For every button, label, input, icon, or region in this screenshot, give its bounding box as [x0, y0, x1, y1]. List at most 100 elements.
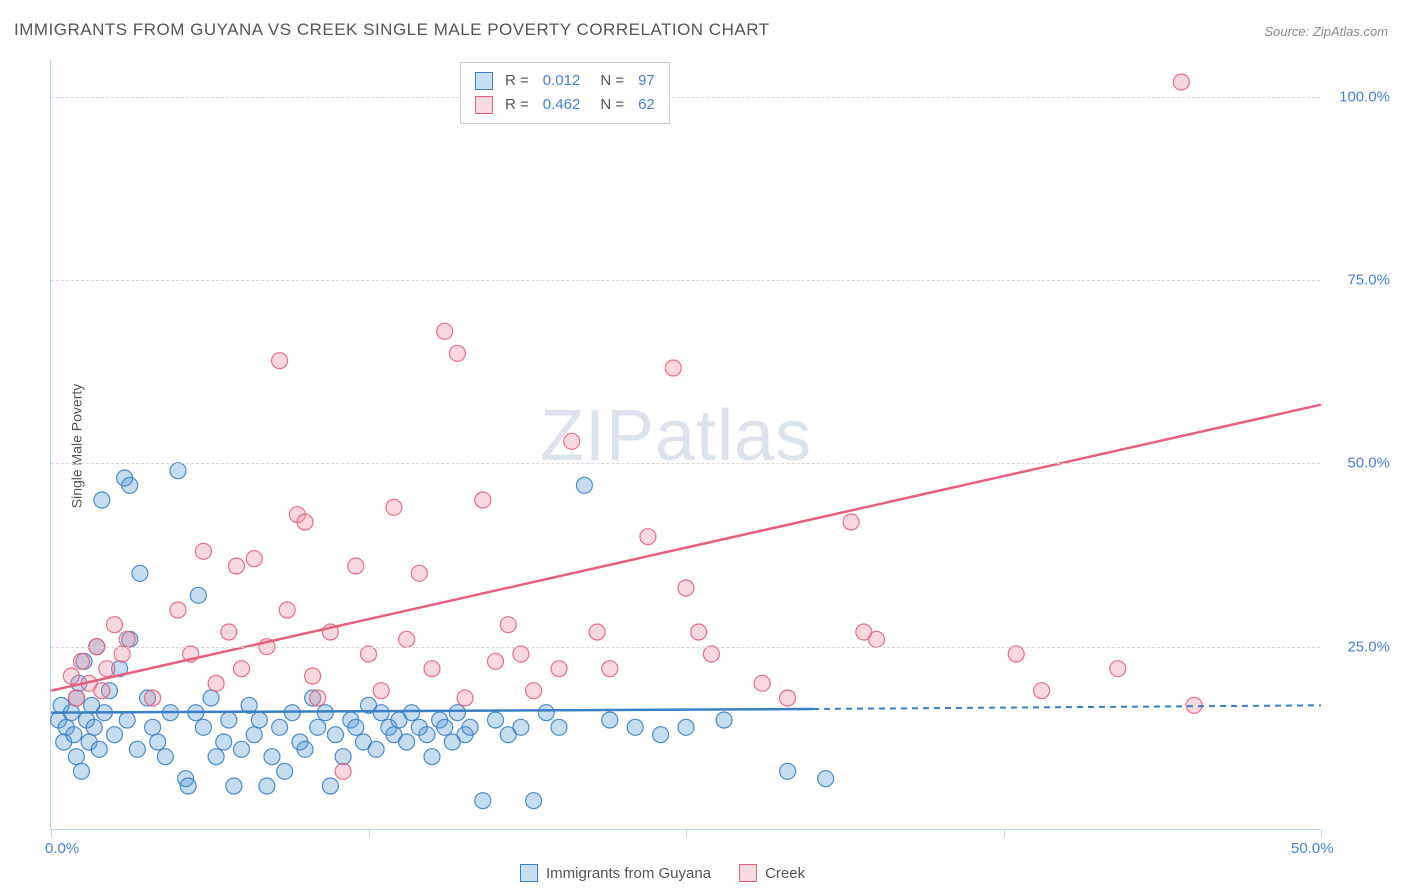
scatter-point: [203, 690, 219, 706]
scatter-point: [132, 565, 148, 581]
scatter-point: [368, 741, 384, 757]
scatter-point: [1008, 646, 1024, 662]
scatter-point: [500, 617, 516, 633]
scatter-point: [228, 558, 244, 574]
scatter-point: [170, 463, 186, 479]
scatter-point: [195, 543, 211, 559]
scatter-point: [640, 529, 656, 545]
scatter-point: [246, 551, 262, 567]
scatter-point: [317, 705, 333, 721]
scatter-point: [66, 727, 82, 743]
scatter-point: [1034, 683, 1050, 699]
scatter-point: [107, 727, 123, 743]
scatter-point: [513, 646, 529, 662]
scatter-point: [437, 323, 453, 339]
scatter-point: [551, 719, 567, 735]
scatter-point: [386, 499, 402, 515]
scatter-point: [602, 661, 618, 677]
scatter-point: [221, 712, 237, 728]
y-tick-label: 50.0%: [1330, 455, 1390, 472]
scatter-point: [234, 741, 250, 757]
scatter-point: [251, 712, 267, 728]
scatter-point: [170, 602, 186, 618]
legend-swatch-icon: [520, 864, 538, 882]
legend-swatch-icon: [739, 864, 757, 882]
scatter-point: [373, 705, 389, 721]
scatter-point: [272, 353, 288, 369]
legend-r-symbol: R =: [505, 69, 529, 93]
scatter-point: [404, 705, 420, 721]
scatter-point: [277, 763, 293, 779]
scatter-point: [226, 778, 242, 794]
scatter-point: [322, 778, 338, 794]
scatter-point: [122, 477, 138, 493]
legend-series-label: Creek: [765, 865, 805, 882]
scatter-point: [157, 749, 173, 765]
scatter-point: [348, 558, 364, 574]
scatter-point: [68, 749, 84, 765]
scatter-point: [488, 712, 504, 728]
scatter-point: [335, 749, 351, 765]
scatter-point: [419, 727, 435, 743]
scatter-point: [678, 719, 694, 735]
scatter-point: [361, 646, 377, 662]
scatter-point: [73, 763, 89, 779]
legend-r-symbol: R =: [505, 93, 529, 117]
scatter-point: [195, 719, 211, 735]
legend-series-label: Immigrants from Guyana: [546, 865, 711, 882]
scatter-point: [780, 763, 796, 779]
scatter-point: [246, 727, 262, 743]
scatter-point: [538, 705, 554, 721]
legend-r-value: 0.462: [543, 93, 581, 117]
scatter-point: [1110, 661, 1126, 677]
legend-series-item: Creek: [739, 864, 805, 882]
scatter-point: [373, 683, 389, 699]
x-tick: [686, 829, 687, 837]
legend-correlation: R = 0.012 N = 97 R = 0.462 N = 62: [460, 62, 670, 124]
legend-row: R = 0.462 N = 62: [475, 93, 655, 117]
scatter-point: [488, 653, 504, 669]
scatter-point: [449, 345, 465, 361]
trend-line-dashed: [813, 705, 1321, 709]
scatter-point: [703, 646, 719, 662]
scatter-point: [107, 617, 123, 633]
legend-r-value: 0.012: [543, 69, 581, 93]
scatter-point: [399, 631, 415, 647]
scatter-point: [399, 734, 415, 750]
trend-line: [51, 405, 1321, 691]
scatter-point: [327, 727, 343, 743]
scatter-point: [91, 741, 107, 757]
scatter-point: [297, 514, 313, 530]
scatter-point: [259, 778, 275, 794]
y-tick-label: 75.0%: [1330, 272, 1390, 289]
scatter-point: [526, 683, 542, 699]
scatter-point: [424, 661, 440, 677]
scatter-point: [576, 477, 592, 493]
scatter-point: [279, 602, 295, 618]
scatter-point: [475, 793, 491, 809]
legend-series-item: Immigrants from Guyana: [520, 864, 711, 882]
x-tick: [369, 829, 370, 837]
scatter-point: [602, 712, 618, 728]
scatter-point: [411, 565, 427, 581]
legend-n-symbol: N =: [600, 93, 624, 117]
scatter-point: [437, 719, 453, 735]
scatter-point: [310, 690, 326, 706]
scatter-point: [150, 734, 166, 750]
scatter-point: [780, 690, 796, 706]
scatter-point: [119, 631, 135, 647]
legend-n-value: 62: [638, 93, 655, 117]
scatter-point: [94, 492, 110, 508]
scatter-point: [678, 580, 694, 596]
scatter-point: [589, 624, 605, 640]
scatter-point: [754, 675, 770, 691]
scatter-point: [73, 653, 89, 669]
scatter-point: [305, 668, 321, 684]
scatter-point: [190, 587, 206, 603]
scatter-point: [119, 712, 135, 728]
scatter-point: [513, 719, 529, 735]
scatter-point: [457, 690, 473, 706]
scatter-point: [272, 719, 288, 735]
scatter-point: [129, 741, 145, 757]
gridline: [51, 97, 1320, 98]
